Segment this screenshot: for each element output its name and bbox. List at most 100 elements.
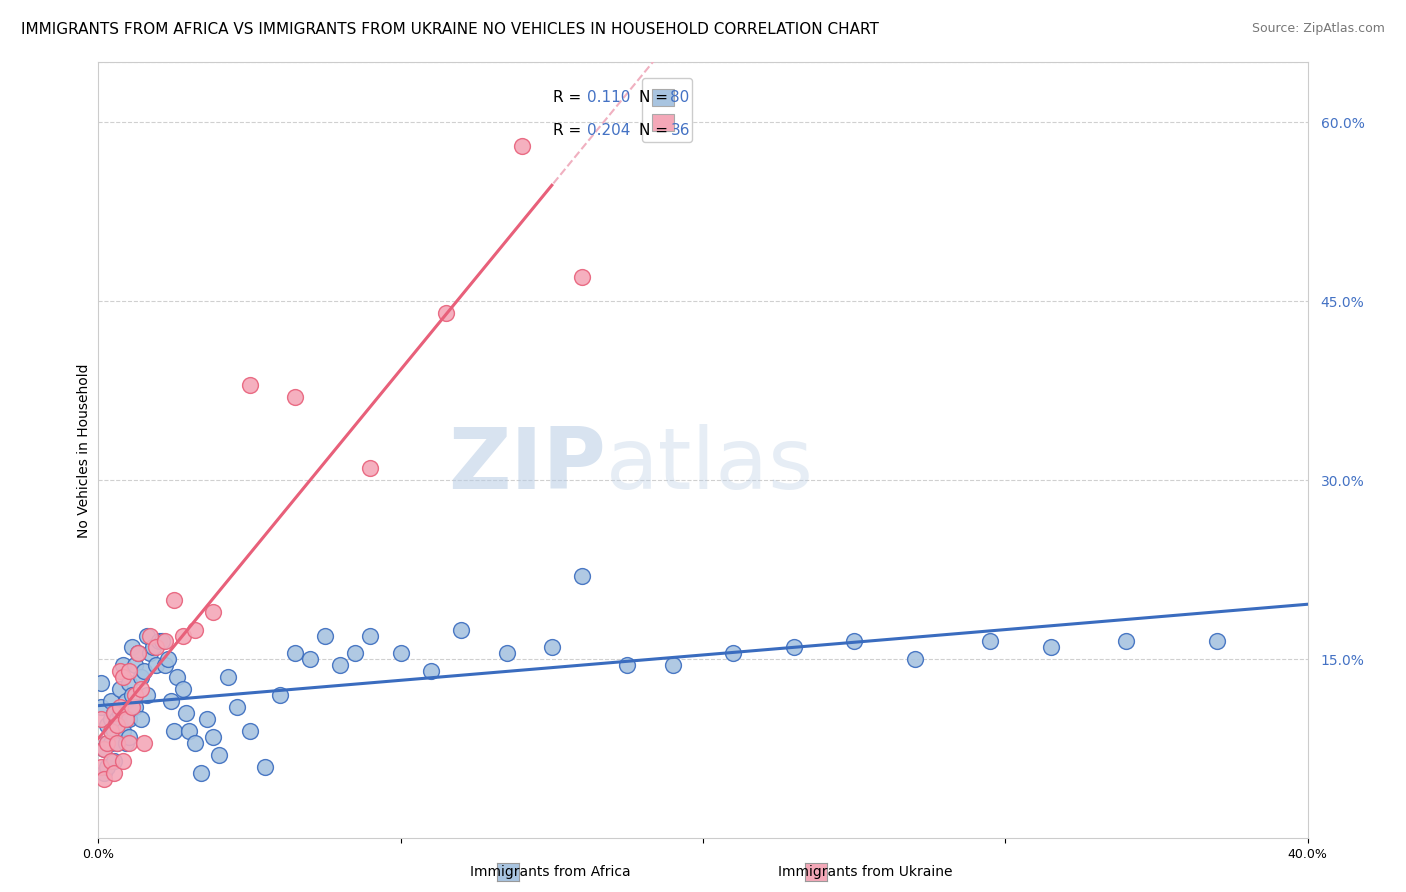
Point	[93, 765, 115, 780]
Point	[118, 736, 141, 750]
Text: 0.110: 0.110	[586, 90, 630, 105]
Text: 80: 80	[671, 90, 689, 105]
Point	[148, 634, 170, 648]
Point	[103, 765, 125, 780]
Point	[93, 742, 115, 756]
Point	[118, 665, 141, 679]
Point	[96, 736, 118, 750]
Point	[96, 718, 118, 732]
Point	[979, 634, 1001, 648]
Text: R =: R =	[553, 90, 586, 105]
Point	[100, 736, 122, 750]
Point	[103, 724, 125, 739]
Point	[450, 623, 472, 637]
Point	[135, 688, 157, 702]
Point	[124, 688, 146, 702]
Text: 0.204: 0.204	[586, 123, 630, 138]
Point	[389, 647, 412, 661]
Point	[360, 461, 382, 475]
Point	[108, 706, 131, 720]
Point	[111, 670, 134, 684]
Point	[239, 377, 262, 392]
Point	[190, 765, 212, 780]
Point	[124, 658, 146, 673]
Point	[100, 694, 122, 708]
Point	[1206, 634, 1229, 648]
Point	[105, 718, 128, 732]
Point	[239, 724, 262, 739]
Point	[172, 682, 194, 697]
Text: Immigrants from Ukraine: Immigrants from Ukraine	[778, 865, 953, 880]
Point	[344, 647, 367, 661]
Point	[208, 747, 231, 762]
Point	[153, 634, 176, 648]
Point	[540, 640, 562, 655]
Text: ZIP: ZIP	[449, 425, 606, 508]
Point	[108, 700, 131, 714]
Legend: , : ,	[641, 78, 692, 142]
Point	[166, 670, 188, 684]
Point	[253, 760, 276, 774]
Point	[132, 665, 155, 679]
Point	[571, 569, 593, 583]
Point	[118, 730, 141, 744]
Text: atlas: atlas	[606, 425, 814, 508]
Point	[844, 634, 866, 648]
Point	[121, 640, 143, 655]
Point	[108, 682, 131, 697]
Point	[90, 676, 112, 690]
Point	[145, 658, 167, 673]
Point	[150, 634, 173, 648]
Text: N =: N =	[638, 90, 673, 105]
Point	[105, 712, 128, 726]
Point	[129, 670, 152, 684]
Text: R =: R =	[553, 123, 586, 138]
Point	[269, 688, 291, 702]
Point	[723, 647, 745, 661]
Text: 36: 36	[671, 123, 690, 138]
Point	[217, 670, 239, 684]
Point	[127, 647, 149, 661]
Point	[184, 736, 207, 750]
Point	[124, 700, 146, 714]
Point	[420, 665, 443, 679]
Point	[129, 682, 152, 697]
Point	[172, 628, 194, 642]
Text: Source: ZipAtlas.com: Source: ZipAtlas.com	[1251, 22, 1385, 36]
Point	[156, 652, 179, 666]
Point	[616, 658, 638, 673]
Point	[184, 623, 207, 637]
Point	[904, 652, 927, 666]
Point	[118, 676, 141, 690]
Point	[329, 658, 352, 673]
Point	[1115, 634, 1137, 648]
Point	[202, 730, 225, 744]
Point	[100, 754, 122, 768]
Point	[93, 772, 115, 786]
Point	[284, 647, 307, 661]
Point	[571, 270, 593, 285]
Point	[103, 754, 125, 768]
Point	[114, 736, 136, 750]
Point	[121, 700, 143, 714]
Point	[163, 724, 186, 739]
Point	[111, 754, 134, 768]
Point	[783, 640, 806, 655]
Point	[284, 390, 307, 404]
Y-axis label: No Vehicles in Household: No Vehicles in Household	[77, 363, 91, 538]
Text: IMMIGRANTS FROM AFRICA VS IMMIGRANTS FROM UKRAINE NO VEHICLES IN HOUSEHOLD CORRE: IMMIGRANTS FROM AFRICA VS IMMIGRANTS FRO…	[21, 22, 879, 37]
Point	[127, 647, 149, 661]
Point	[132, 736, 155, 750]
Point	[103, 706, 125, 720]
Point	[121, 688, 143, 702]
Point	[1039, 640, 1062, 655]
Point	[179, 724, 201, 739]
Point	[105, 736, 128, 750]
Point	[114, 712, 136, 726]
Point	[105, 736, 128, 750]
Point	[129, 712, 152, 726]
Point	[145, 640, 167, 655]
Point	[202, 605, 225, 619]
Point	[111, 724, 134, 739]
Point	[90, 700, 112, 714]
